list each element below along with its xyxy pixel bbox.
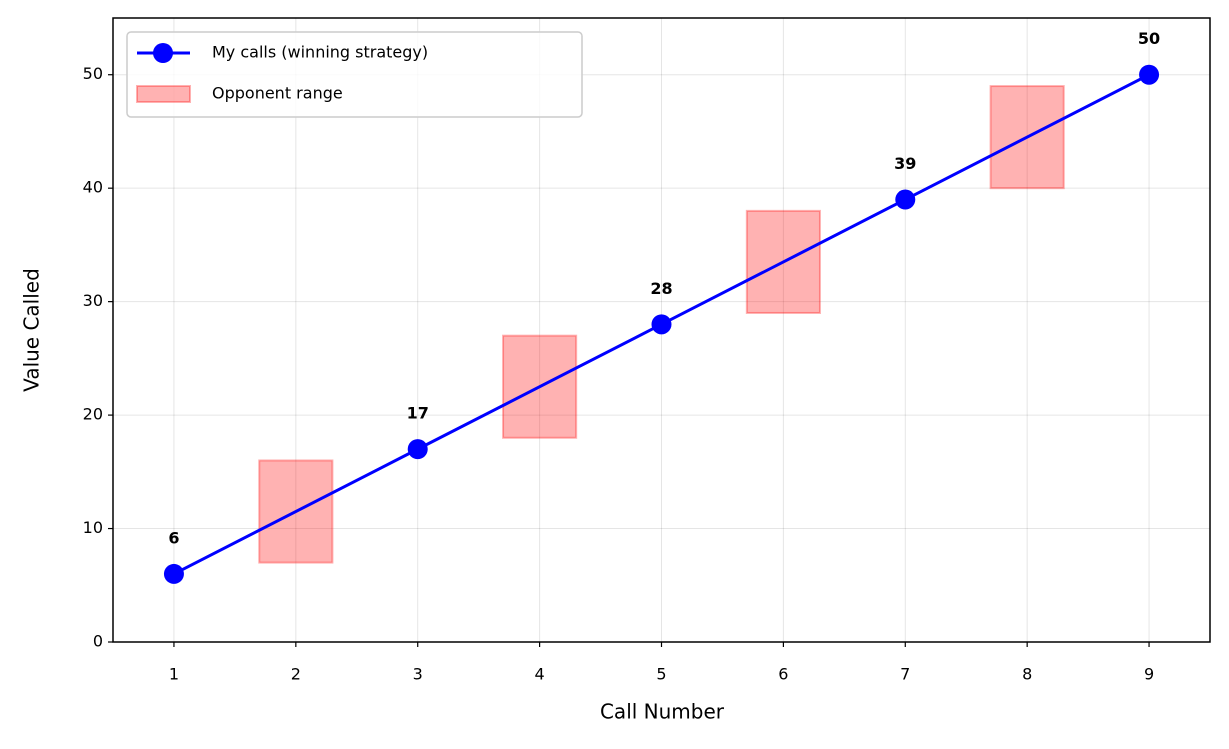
y-tick-label: 0 <box>93 632 103 651</box>
x-tick-label: 5 <box>656 665 666 684</box>
legend-label: My calls (winning strategy) <box>212 43 428 62</box>
x-tick-label: 7 <box>900 665 910 684</box>
x-tick-label: 4 <box>535 665 545 684</box>
x-tick-label: 3 <box>413 665 423 684</box>
legend-label: Opponent range <box>212 84 343 103</box>
marker <box>407 439 428 460</box>
x-axis-label: Call Number <box>600 700 725 724</box>
y-axis-label: Value Called <box>20 268 44 392</box>
x-tick-label: 6 <box>778 665 788 684</box>
legend-marker <box>153 43 173 63</box>
x-tick-label: 1 <box>169 665 179 684</box>
marker <box>651 314 672 335</box>
legend-swatch <box>136 85 191 103</box>
y-tick-label: 30 <box>83 291 103 310</box>
marker <box>163 563 184 584</box>
marker <box>895 189 916 210</box>
x-tick-label: 2 <box>291 665 301 684</box>
plot-frame <box>112 17 1211 643</box>
data-label: 17 <box>407 404 429 423</box>
x-tick-label: 9 <box>1144 665 1154 684</box>
data-label: 50 <box>1138 29 1160 48</box>
y-tick-label: 40 <box>83 178 103 197</box>
data-label: 6 <box>168 528 179 547</box>
data-label: 28 <box>650 279 672 298</box>
legend-box <box>126 31 583 118</box>
marker <box>1139 64 1160 85</box>
y-tick-label: 50 <box>83 64 103 83</box>
y-tick-label: 20 <box>83 405 103 424</box>
x-tick-label: 8 <box>1022 665 1032 684</box>
y-tick-label: 10 <box>83 518 103 537</box>
data-label: 39 <box>894 154 916 173</box>
